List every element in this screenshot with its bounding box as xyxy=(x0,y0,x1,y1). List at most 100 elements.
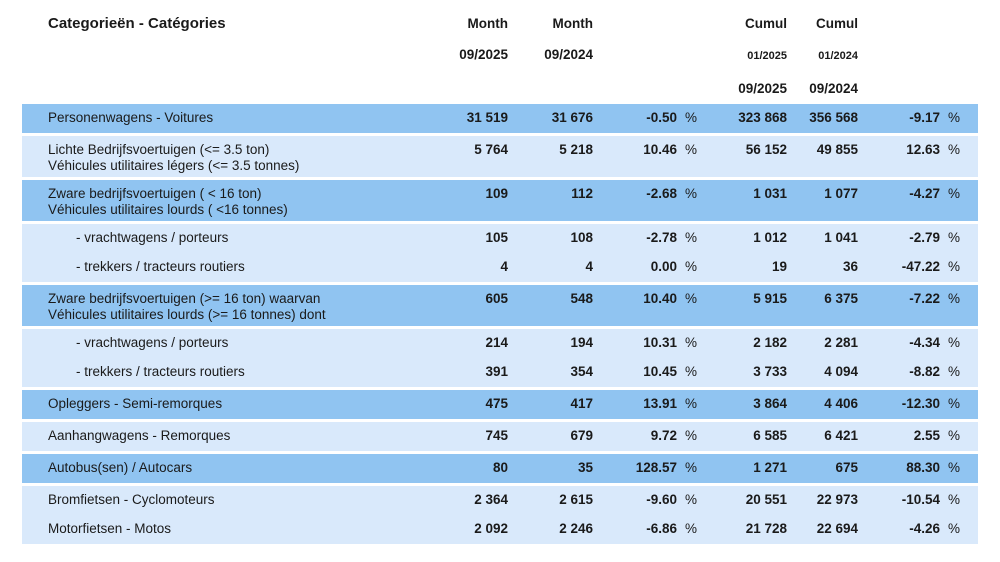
cumul-2024-value: 22 694 xyxy=(816,521,858,536)
month-2025-value: 2 092 xyxy=(474,521,508,536)
cumul-2024-date-to: 09/2024 xyxy=(809,81,858,96)
month-2024-value: 2 246 xyxy=(559,521,593,536)
percent-sign: % xyxy=(948,428,961,443)
month-2025-value: 109 xyxy=(485,186,508,201)
cumul-pct-value: 88.30 xyxy=(906,460,940,475)
table-row: Personenwagens - Voitures 31 519 31 676 … xyxy=(22,104,978,133)
month-pct-value: 9.72 xyxy=(650,428,677,443)
percent-sign: % xyxy=(685,460,698,475)
month-2024-value: 679 xyxy=(570,428,593,443)
cumul-pct-value: -4.27 xyxy=(909,186,940,201)
cumul-2025-value: 3 864 xyxy=(753,396,787,411)
percent-sign: % xyxy=(948,259,961,274)
category-label: Opleggers - Semi-remorques xyxy=(22,390,430,419)
month-2025-date: 09/2025 xyxy=(459,47,508,62)
month-2024-value: 194 xyxy=(570,335,593,350)
table-row: Opleggers - Semi-remorques 475 417 13.91… xyxy=(22,390,978,419)
percent-sign: % xyxy=(948,521,961,536)
month-2025-value: 745 xyxy=(485,428,508,443)
table-row: Lichte Bedrijfsvoertuigen (<= 3.5 ton) V… xyxy=(22,136,978,177)
category-label-nl: - trekkers / tracteurs routiers xyxy=(76,259,245,274)
percent-sign: % xyxy=(685,364,698,379)
month-pct-value: -2.78 xyxy=(646,230,677,245)
cumul-2024-value: 4 094 xyxy=(824,364,858,379)
cumul-2025-value: 20 551 xyxy=(745,492,787,507)
percent-sign: % xyxy=(685,335,698,350)
cumul-2025-value: 323 868 xyxy=(738,110,787,125)
cumul-pct-value: -4.26 xyxy=(909,521,940,536)
percent-sign: % xyxy=(948,492,961,507)
cumul-2024-value: 4 406 xyxy=(824,396,858,411)
month-2025-value: 214 xyxy=(485,335,508,350)
column-header-month-2024: Month xyxy=(552,16,593,31)
cumul-2024-value: 356 568 xyxy=(809,110,858,125)
category-label: Bromfietsen - Cyclomoteurs xyxy=(22,486,430,515)
category-label-nl: Aanhangwagens - Remorques xyxy=(48,428,231,443)
cumul-2024-value: 675 xyxy=(835,460,858,475)
cumul-2025-value: 21 728 xyxy=(745,521,787,536)
category-label-nl: Zware bedrijfsvoertuigen (>= 16 ton) waa… xyxy=(48,291,321,306)
page-title: Categorieën - Catégories xyxy=(48,15,226,32)
month-pct-value: -6.86 xyxy=(646,521,677,536)
category-label: - trekkers / tracteurs routiers xyxy=(22,253,430,282)
month-2025-value: 105 xyxy=(485,230,508,245)
table-row: Zware bedrijfsvoertuigen (>= 16 ton) waa… xyxy=(22,285,978,326)
cumul-pct-value: -9.17 xyxy=(909,110,940,125)
percent-sign: % xyxy=(948,186,961,201)
cumul-2025-value: 19 xyxy=(771,259,787,274)
cumul-2024-value: 1 077 xyxy=(824,186,858,201)
table-header: Categorieën - Catégories Month Month Cum… xyxy=(0,0,1000,96)
cumul-2025-value: 3 733 xyxy=(753,364,787,379)
percent-sign: % xyxy=(685,259,698,274)
table-row: - trekkers / tracteurs routiers 391 354 … xyxy=(22,358,978,387)
category-label-nl: - vrachtwagens / porteurs xyxy=(76,335,229,350)
percent-sign: % xyxy=(685,492,698,507)
cumul-2024-value: 1 041 xyxy=(824,230,858,245)
category-label-nl: Lichte Bedrijfsvoertuigen (<= 3.5 ton) xyxy=(48,142,270,157)
category-label-nl: Motorfietsen - Motos xyxy=(48,521,172,536)
month-2024-value: 4 xyxy=(585,259,593,274)
percent-sign: % xyxy=(685,110,698,125)
cumul-2025-date-to: 09/2025 xyxy=(738,81,787,96)
percent-sign: % xyxy=(948,110,961,125)
category-label-nl: Autobus(sen) / Autocars xyxy=(48,460,193,475)
percent-sign: % xyxy=(685,230,698,245)
cumul-2025-value: 1 012 xyxy=(753,230,787,245)
month-2024-value: 35 xyxy=(577,460,593,475)
month-pct-value: 10.46 xyxy=(643,142,677,157)
category-label: Zware bedrijfsvoertuigen (>= 16 ton) waa… xyxy=(22,285,430,326)
percent-sign: % xyxy=(685,396,698,411)
category-label-fr: Véhicules utilitaires lourds ( <16 tonne… xyxy=(48,202,288,217)
month-pct-value: 10.45 xyxy=(643,364,677,379)
percent-sign: % xyxy=(685,186,698,201)
cumul-pct-value: -8.82 xyxy=(909,364,940,379)
cumul-pct-value: -10.54 xyxy=(901,492,940,507)
category-label: - vrachtwagens / porteurs xyxy=(22,224,430,253)
month-2024-value: 417 xyxy=(570,396,593,411)
cumul-2024-value: 6 375 xyxy=(824,291,858,306)
table-row: Motorfietsen - Motos 2 092 2 246 -6.86 %… xyxy=(22,515,978,544)
category-label: - vrachtwagens / porteurs xyxy=(22,329,430,358)
table-row: - trekkers / tracteurs routiers 4 4 0.00… xyxy=(22,253,978,282)
month-2025-value: 605 xyxy=(485,291,508,306)
cumul-pct-value: -47.22 xyxy=(901,259,940,274)
category-label-nl: Bromfietsen - Cyclomoteurs xyxy=(48,492,215,507)
month-pct-value: 128.57 xyxy=(635,460,677,475)
category-label-fr: Véhicules utilitaires lourds (>= 16 tonn… xyxy=(48,307,326,322)
month-pct-value: -0.50 xyxy=(646,110,677,125)
month-pct-value: 13.91 xyxy=(643,396,677,411)
month-2024-value: 112 xyxy=(571,186,593,201)
cumul-2025-value: 1 271 xyxy=(753,460,787,475)
month-2025-value: 475 xyxy=(485,396,508,411)
percent-sign: % xyxy=(948,230,961,245)
month-2024-value: 2 615 xyxy=(559,492,593,507)
category-label: Autobus(sen) / Autocars xyxy=(22,454,430,483)
month-2025-value: 31 519 xyxy=(466,110,508,125)
cumul-pct-value: -12.30 xyxy=(901,396,940,411)
category-label-nl: - vrachtwagens / porteurs xyxy=(76,230,229,245)
month-pct-value: -9.60 xyxy=(646,492,677,507)
percent-sign: % xyxy=(948,335,961,350)
table-row: Zware bedrijfsvoertuigen ( < 16 ton) Véh… xyxy=(22,180,978,221)
month-2024-value: 31 676 xyxy=(551,110,593,125)
